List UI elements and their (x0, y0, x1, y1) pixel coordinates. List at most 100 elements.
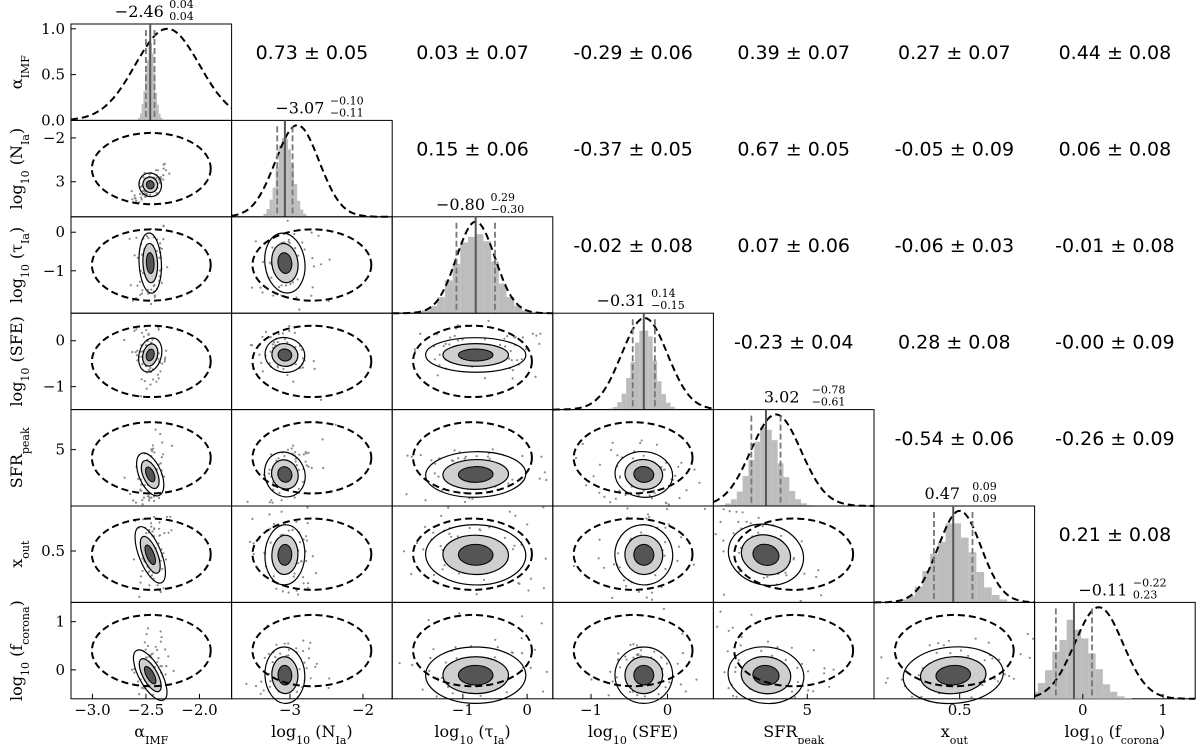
sample-point (159, 370, 162, 373)
sample-point (507, 482, 510, 485)
sample-point (287, 648, 290, 651)
sample-point (136, 359, 139, 362)
sample-point (611, 680, 614, 683)
sample-point (135, 199, 138, 203)
sample-point (539, 332, 542, 335)
sample-point (317, 234, 320, 237)
x-axis-label-alpha: αIMF (134, 722, 168, 744)
x-tick-label: 5 (802, 701, 812, 719)
sample-point (162, 238, 165, 241)
histogram-bar (899, 599, 907, 603)
sample-point (155, 192, 158, 195)
sample-point (132, 299, 135, 302)
sample-point (981, 683, 984, 687)
sample-point (496, 646, 499, 649)
sample-point (692, 563, 695, 566)
sample-point (784, 571, 787, 574)
sample-point (163, 475, 166, 478)
sample-point (148, 499, 151, 502)
sample-point (297, 254, 300, 257)
sample-point (281, 590, 285, 593)
sample-point (292, 380, 295, 383)
sample-point (298, 668, 301, 671)
sample-point (520, 637, 523, 640)
sample-point (676, 662, 679, 665)
sample-point (817, 569, 820, 572)
sample-point (521, 454, 524, 458)
sample-point (632, 643, 635, 646)
sample-point (136, 256, 139, 259)
median-value-label: 3.02 (764, 388, 800, 407)
correlation-value: 0.21 ± 0.08 (1059, 524, 1172, 546)
sample-point (294, 363, 297, 366)
sample-point (147, 236, 150, 240)
y-axis-label-sfr: SFRpeak (7, 427, 32, 488)
sample-point (475, 455, 478, 458)
sample-point (1026, 632, 1029, 636)
histogram-bar (514, 305, 522, 314)
sample-point (157, 328, 160, 331)
sample-point (160, 548, 163, 551)
histogram-bar (736, 491, 743, 506)
histogram-bar (960, 537, 969, 603)
contour-level-1 (614, 450, 674, 498)
sample-point (486, 455, 490, 458)
y-tick-label: 0 (55, 223, 65, 241)
sample-point (261, 291, 264, 294)
sample-point (163, 358, 166, 361)
sample-point (511, 377, 514, 380)
sample-point (723, 671, 726, 674)
histogram-bar (263, 213, 267, 217)
prior-ellipse (412, 324, 533, 399)
panel-frame (712, 601, 875, 700)
sample-point (735, 695, 738, 698)
sample-point (320, 398, 323, 401)
sample-point (636, 694, 639, 697)
sample-point (286, 373, 289, 377)
sample-point (150, 341, 153, 344)
sample-point (793, 696, 797, 699)
y-tick-label: −1 (43, 262, 65, 280)
sample-point (292, 444, 295, 447)
sample-point (545, 478, 548, 482)
density-panel-sfe-xout (552, 505, 714, 603)
contour-level-3 (457, 543, 494, 566)
sample-point (676, 559, 679, 563)
prior-ellipse (572, 613, 694, 688)
sample-point (157, 357, 160, 360)
sample-point (295, 589, 298, 592)
histogram-bar (639, 330, 644, 410)
sample-point (505, 691, 508, 694)
histogram-bar (287, 149, 292, 217)
histogram-bar (284, 138, 288, 217)
sample-point (298, 453, 301, 456)
y-tick-label: −2 (43, 129, 65, 147)
sample-point (815, 575, 818, 579)
sample-point (403, 550, 406, 553)
sample-point (160, 281, 163, 284)
sample-point (310, 294, 313, 297)
sample-point (263, 656, 266, 659)
sample-point (540, 622, 543, 625)
sample-point (666, 508, 669, 511)
median-value-label: −0.80 (436, 195, 485, 214)
histogram-bar (421, 310, 430, 314)
sample-point (516, 359, 519, 362)
sample-point (307, 657, 310, 660)
correlation-value: -0.02 ± 0.08 (573, 235, 692, 257)
sample-point (942, 644, 945, 647)
sample-point (145, 235, 148, 238)
sample-point (297, 468, 300, 472)
correlation-value: 0.07 ± 0.06 (737, 235, 850, 257)
median-value-label: −3.07 (275, 98, 324, 117)
sample-point (680, 461, 683, 464)
sample-point (156, 373, 159, 376)
sample-point (1032, 637, 1035, 640)
sample-point (618, 476, 622, 479)
sample-point (731, 626, 734, 629)
x-tick-label: −2.0 (181, 701, 217, 719)
sample-point (301, 366, 305, 369)
histogram-bar (783, 477, 790, 506)
sample-point (303, 661, 306, 664)
